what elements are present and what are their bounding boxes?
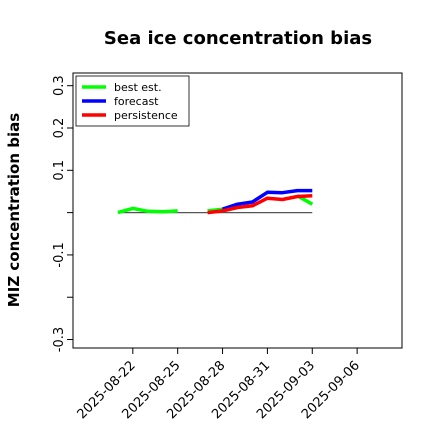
series-line-forecast bbox=[221, 188, 313, 211]
chart-title: Sea ice concentration bias bbox=[104, 28, 372, 49]
legend-label: best est. bbox=[114, 81, 162, 94]
y-tick-label: 0.3 bbox=[52, 75, 67, 96]
y-axis-label: MIZ concentration bias bbox=[5, 113, 23, 307]
y-tick-label: 0.2 bbox=[52, 118, 67, 139]
y-tick-label: -0.3 bbox=[52, 327, 67, 352]
y-tick-label: -0.1 bbox=[52, 242, 67, 267]
legend-label: persistence bbox=[114, 109, 178, 122]
plot-frame bbox=[72, 72, 403, 349]
legend-label: forecast bbox=[114, 95, 159, 108]
series-line-persistence bbox=[207, 193, 313, 215]
series-line-best-est bbox=[117, 206, 178, 215]
plot-area: -0.3-0.10.10.20.32025-08-222025-08-25202… bbox=[52, 72, 403, 422]
y-tick-label: 0.1 bbox=[52, 160, 67, 181]
